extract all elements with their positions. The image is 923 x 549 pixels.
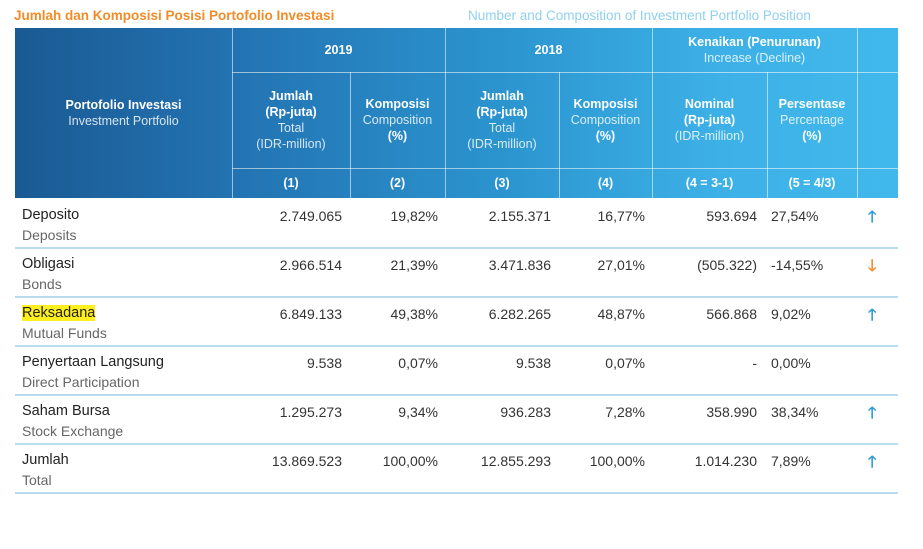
cell-nominal: 1.014.230: [694, 453, 757, 469]
highlighted-text: Reksadana: [22, 305, 96, 321]
header-year-2019: 2019: [324, 43, 353, 57]
cell-comp-2019: 21,39%: [390, 257, 438, 273]
header-portfolio-id: Portofolio Investasi: [65, 98, 182, 112]
table-row: Saham Bursa Stock Exchange 1.295.273 9,3…: [15, 394, 898, 445]
cell-nominal: -: [752, 355, 757, 371]
cell-nominal: 566.868: [706, 306, 757, 322]
row-name-id: Reksadana: [22, 305, 96, 321]
arrow-down-icon: 🡓: [868, 258, 877, 275]
cell-total-2018: 3.471.836: [488, 257, 551, 273]
report-title-en: Number and Composition of Investment Por…: [468, 8, 811, 23]
header-total-2019: Jumlah (Rp-juta) Total (IDR-million): [256, 89, 326, 151]
arrow-up-icon: 🡑: [868, 405, 877, 422]
header-change-id: Kenaikan (Penurunan): [688, 35, 821, 49]
cell-comp-2018: 48,87%: [597, 306, 645, 322]
cell-comp-2018: 27,01%: [597, 257, 645, 273]
cell-nominal: (505.322): [697, 257, 757, 273]
col-code-6: (5 = 4/3): [788, 176, 836, 190]
col-code-2: (2): [389, 176, 406, 190]
cell-comp-2019: 19,82%: [390, 208, 438, 224]
cell-total-2019: 2.966.514: [279, 257, 342, 273]
cell-comp-2019: 100,00%: [382, 453, 438, 469]
table-row: Penyertaan Langsung Direct Participation…: [15, 345, 898, 396]
header-change-en: Increase (Decline): [703, 51, 806, 65]
cell-total-2019: 1.295.273: [279, 404, 342, 420]
cell-total-2018: 9.538: [515, 355, 551, 371]
cell-comp-2019: 9,34%: [398, 404, 438, 420]
row-name-en: Total: [22, 472, 52, 488]
header-year-2018: 2018: [534, 43, 563, 57]
row-name-id: Obligasi: [22, 256, 75, 272]
row-name-id: Jumlah: [22, 452, 69, 468]
row-name-en: Direct Participation: [22, 374, 140, 390]
header-total-2018: Jumlah (Rp-juta) Total (IDR-million): [467, 89, 537, 151]
header-percentage: Persentase Percentage (%): [778, 97, 846, 143]
row-name-en: Mutual Funds: [22, 325, 107, 341]
cell-total-2019: 2.749.065: [279, 208, 342, 224]
arrow-up-icon: 🡑: [868, 454, 877, 471]
header-change: Kenaikan (Penurunan) Increase (Decline): [652, 28, 857, 72]
cell-comp-2018: 7,28%: [605, 404, 645, 420]
cell-nominal: 593.694: [706, 208, 757, 224]
cell-total-2019: 13.869.523: [271, 453, 342, 469]
cell-comp-2018: 16,77%: [597, 208, 645, 224]
cell-comp-2019: 49,38%: [390, 306, 438, 322]
cell-percentage: 27,54%: [771, 208, 819, 224]
cell-percentage: 7,89%: [771, 453, 811, 469]
arrow-up-icon: 🡑: [868, 307, 877, 324]
cell-total-2018: 2.155.371: [488, 208, 551, 224]
cell-total-2019: 9.538: [306, 355, 342, 371]
row-name-id: Deposito: [22, 207, 80, 223]
cell-total-2019: 6.849.133: [279, 306, 342, 322]
cell-percentage: 38,34%: [771, 404, 819, 420]
row-name-en: Stock Exchange: [22, 423, 124, 439]
col-code-1: (1): [283, 176, 299, 190]
cell-total-2018: 936.283: [500, 404, 551, 420]
table-row: Reksadana Mutual Funds 6.849.133 49,38% …: [15, 296, 898, 347]
cell-percentage: 9,02%: [771, 306, 811, 322]
table-row: Deposito Deposits 2.749.065 19,82% 2.155…: [15, 198, 898, 249]
header-comp-2018: Komposisi Composition (%): [570, 97, 641, 143]
cell-total-2018: 6.282.265: [488, 306, 551, 322]
table-row-total: Jumlah Total 13.869.523 100,00% 12.855.2…: [15, 443, 898, 494]
header-portfolio: Portofolio Investasi Investment Portfoli…: [15, 28, 232, 198]
table-header: Portofolio Investasi Investment Portfoli…: [15, 28, 898, 198]
row-name-id: Saham Bursa: [22, 403, 110, 419]
cell-percentage: -14,55%: [771, 257, 824, 273]
cell-percentage: 0,00%: [771, 355, 811, 371]
header-nominal: Nominal (Rp-juta) (IDR-million): [674, 97, 745, 143]
col-code-3: (3): [494, 176, 510, 190]
cell-comp-2019: 0,07%: [398, 355, 438, 371]
row-name-id: Penyertaan Langsung: [22, 354, 164, 370]
header-comp-2019: Komposisi Composition (%): [362, 97, 433, 143]
cell-comp-2018: 0,07%: [605, 355, 645, 371]
arrow-up-icon: 🡑: [868, 209, 877, 226]
table-row: Obligasi Bonds 2.966.514 21,39% 3.471.83…: [15, 247, 898, 298]
cell-total-2018: 12.855.293: [480, 453, 551, 469]
row-name-en: Bonds: [22, 276, 62, 292]
col-code-4: (4): [597, 176, 614, 190]
row-name-en: Deposits: [22, 227, 77, 243]
header-portfolio-en: Investment Portfolio: [68, 114, 179, 128]
cell-comp-2018: 100,00%: [589, 453, 645, 469]
col-code-5: (4 = 3-1): [685, 176, 734, 190]
report-title-id: Jumlah dan Komposisi Posisi Portofolio I…: [14, 8, 335, 23]
cell-nominal: 358.990: [706, 404, 757, 420]
